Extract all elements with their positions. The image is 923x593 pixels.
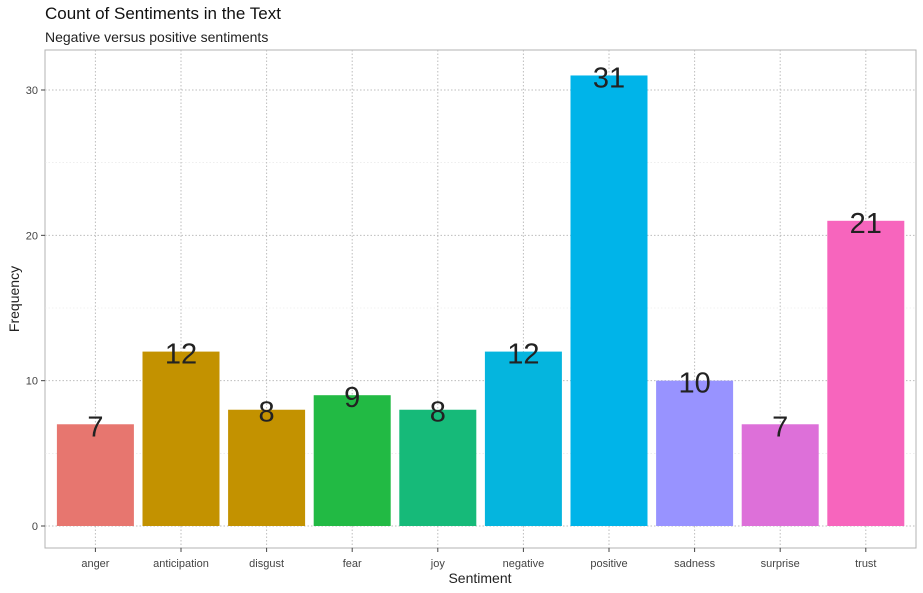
data-label-joy: 8	[430, 397, 446, 429]
chart-subtitle: Negative versus positive sentiments	[45, 29, 269, 45]
x-tick-label-trust: trust	[855, 558, 876, 570]
y-axis-title: Frequency	[6, 266, 22, 332]
bar-anger	[56, 424, 134, 526]
data-label-anticipation: 12	[165, 339, 197, 371]
bar-trust	[827, 220, 905, 527]
x-tick-label-negative: negative	[503, 558, 545, 570]
bar-positive	[570, 75, 648, 526]
data-label-negative: 12	[507, 339, 539, 371]
x-axis-title: Sentiment	[448, 570, 511, 586]
y-tick-label: 20	[26, 230, 38, 242]
x-tick-label-sadness: sadness	[674, 558, 715, 570]
data-label-trust: 21	[850, 208, 882, 240]
bar-surprise	[741, 424, 819, 526]
x-tick-label-anger: anger	[81, 558, 109, 570]
y-axis: 0 10 20 30	[26, 85, 45, 533]
data-label-sadness: 10	[678, 368, 710, 400]
bar-fear	[313, 395, 391, 526]
x-tick-label-anticipation: anticipation	[153, 558, 209, 570]
bar-disgust	[228, 409, 306, 526]
data-label-anger: 7	[87, 411, 103, 443]
x-tick-label-joy: joy	[430, 558, 446, 570]
bar-sadness	[656, 380, 734, 526]
x-axis: anger anticipation disgust fear joy negative p…	[81, 548, 877, 570]
x-tick-label-disgust: disgust	[249, 558, 284, 570]
data-labels: 7 12 8 9 8 12 31 10 7 21	[87, 62, 882, 443]
data-label-fear: 9	[344, 382, 360, 414]
y-tick-label: 0	[32, 521, 38, 533]
bar-joy	[399, 409, 477, 526]
bars	[56, 75, 905, 527]
x-tick-label-fear: fear	[343, 558, 362, 570]
bar-negative	[484, 351, 562, 526]
y-tick-label: 30	[26, 85, 38, 97]
data-label-surprise: 7	[772, 411, 788, 443]
data-label-positive: 31	[593, 62, 625, 94]
bar-anticipation	[142, 351, 220, 526]
x-tick-label-surprise: surprise	[761, 558, 800, 570]
x-tick-label-positive: positive	[590, 558, 627, 570]
y-tick-label: 10	[26, 376, 38, 388]
data-label-disgust: 8	[259, 397, 275, 429]
chart-title: Count of Sentiments in the Text	[45, 4, 281, 23]
